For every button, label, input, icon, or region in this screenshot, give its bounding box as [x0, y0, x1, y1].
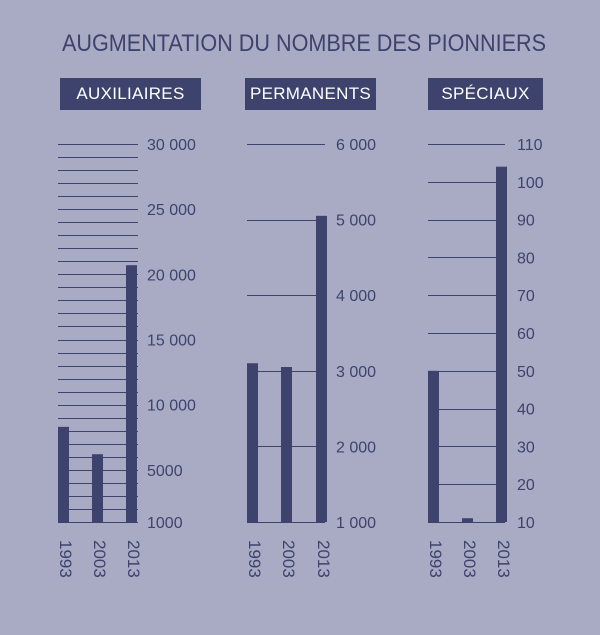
tick-label: 10 000: [147, 398, 196, 415]
tick-label: 5000: [147, 463, 183, 480]
chart-label-permanents: PERMANENTS: [245, 78, 376, 110]
tick-label: 40: [517, 402, 535, 419]
tick-label: 4 000: [336, 288, 376, 305]
tick-label: 30 000: [147, 137, 196, 154]
bar-2013: [316, 215, 327, 522]
tick-label: 20 000: [147, 267, 196, 284]
tick-label: 5 000: [336, 213, 376, 230]
bar-1993: [58, 426, 69, 522]
tick-label: 20: [517, 477, 535, 494]
tick-label: 30: [517, 439, 535, 456]
tick-label: 100: [517, 175, 544, 192]
bar-2003: [462, 518, 473, 522]
chart-label-auxiliaires: AUXILIAIRES: [60, 78, 201, 110]
tick-label: 2 000: [336, 439, 376, 456]
year-label: 2013: [124, 540, 143, 578]
tick-label: 110: [517, 137, 543, 154]
year-label: 2013: [494, 540, 513, 578]
bar-1993: [247, 363, 258, 522]
tick-label: 70: [517, 288, 535, 305]
year-label: 2013: [314, 540, 333, 578]
tick-label: 1000: [147, 515, 183, 532]
year-label: 2003: [279, 540, 298, 578]
tick-label: 15 000: [147, 333, 196, 350]
bar-2003: [92, 454, 103, 522]
tick-label: 50: [517, 364, 535, 381]
tick-label: 60: [517, 326, 535, 343]
tick-label: 25 000: [147, 202, 196, 219]
tick-label: 3 000: [336, 364, 376, 381]
bar-2003: [281, 367, 292, 522]
year-label: 1993: [56, 540, 75, 578]
bar-1993: [428, 370, 439, 522]
tick-label: 90: [517, 213, 535, 230]
bar-2013: [496, 166, 507, 522]
tick-label: 6 000: [336, 137, 376, 154]
page-title: AUGMENTATION DU NOMBRE DES PIONNIERS: [62, 30, 547, 57]
bar-2013: [126, 265, 137, 522]
year-label: 2003: [460, 540, 479, 578]
tick-label: 10: [517, 515, 535, 532]
year-label: 1993: [426, 540, 445, 578]
year-label: 1993: [245, 540, 264, 578]
tick-label: 80: [517, 250, 535, 267]
chart-label-speciaux: SPÉCIAUX: [428, 78, 543, 110]
tick-label: 1 000: [336, 515, 376, 532]
year-label: 2003: [90, 540, 109, 578]
